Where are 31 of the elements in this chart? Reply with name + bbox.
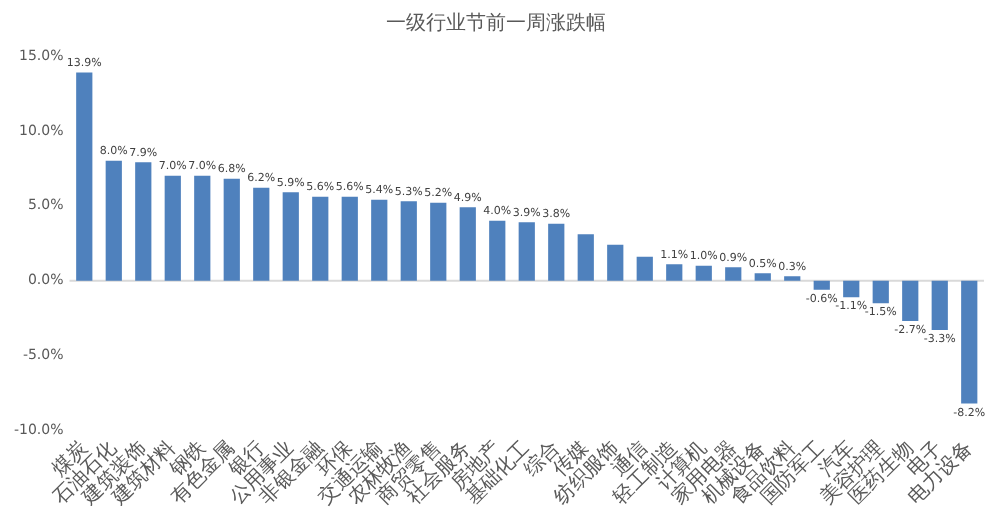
bar <box>931 280 948 331</box>
bar <box>400 201 417 281</box>
bar <box>961 280 978 404</box>
bar <box>666 264 683 281</box>
bar <box>430 202 447 281</box>
bar <box>725 267 742 281</box>
bar <box>371 199 388 281</box>
bar <box>105 160 122 281</box>
bar <box>76 72 93 281</box>
bar <box>341 196 358 281</box>
bar <box>312 196 329 281</box>
chart-title: 一级行业节前一周涨跌幅 <box>386 11 606 36</box>
bar <box>902 280 919 322</box>
bar <box>135 162 152 281</box>
bar <box>607 244 624 281</box>
bar <box>636 256 653 281</box>
bar <box>194 175 211 281</box>
bar <box>872 280 889 304</box>
bar <box>459 207 476 281</box>
bar <box>548 223 565 281</box>
bar <box>577 234 594 281</box>
bar <box>843 280 860 298</box>
bar <box>282 192 299 281</box>
bar <box>223 178 240 281</box>
bar <box>813 280 830 290</box>
bar <box>754 273 771 281</box>
bar <box>164 175 181 281</box>
bar <box>695 265 712 281</box>
bar <box>518 222 535 281</box>
bar <box>253 187 270 281</box>
bar <box>489 220 506 281</box>
